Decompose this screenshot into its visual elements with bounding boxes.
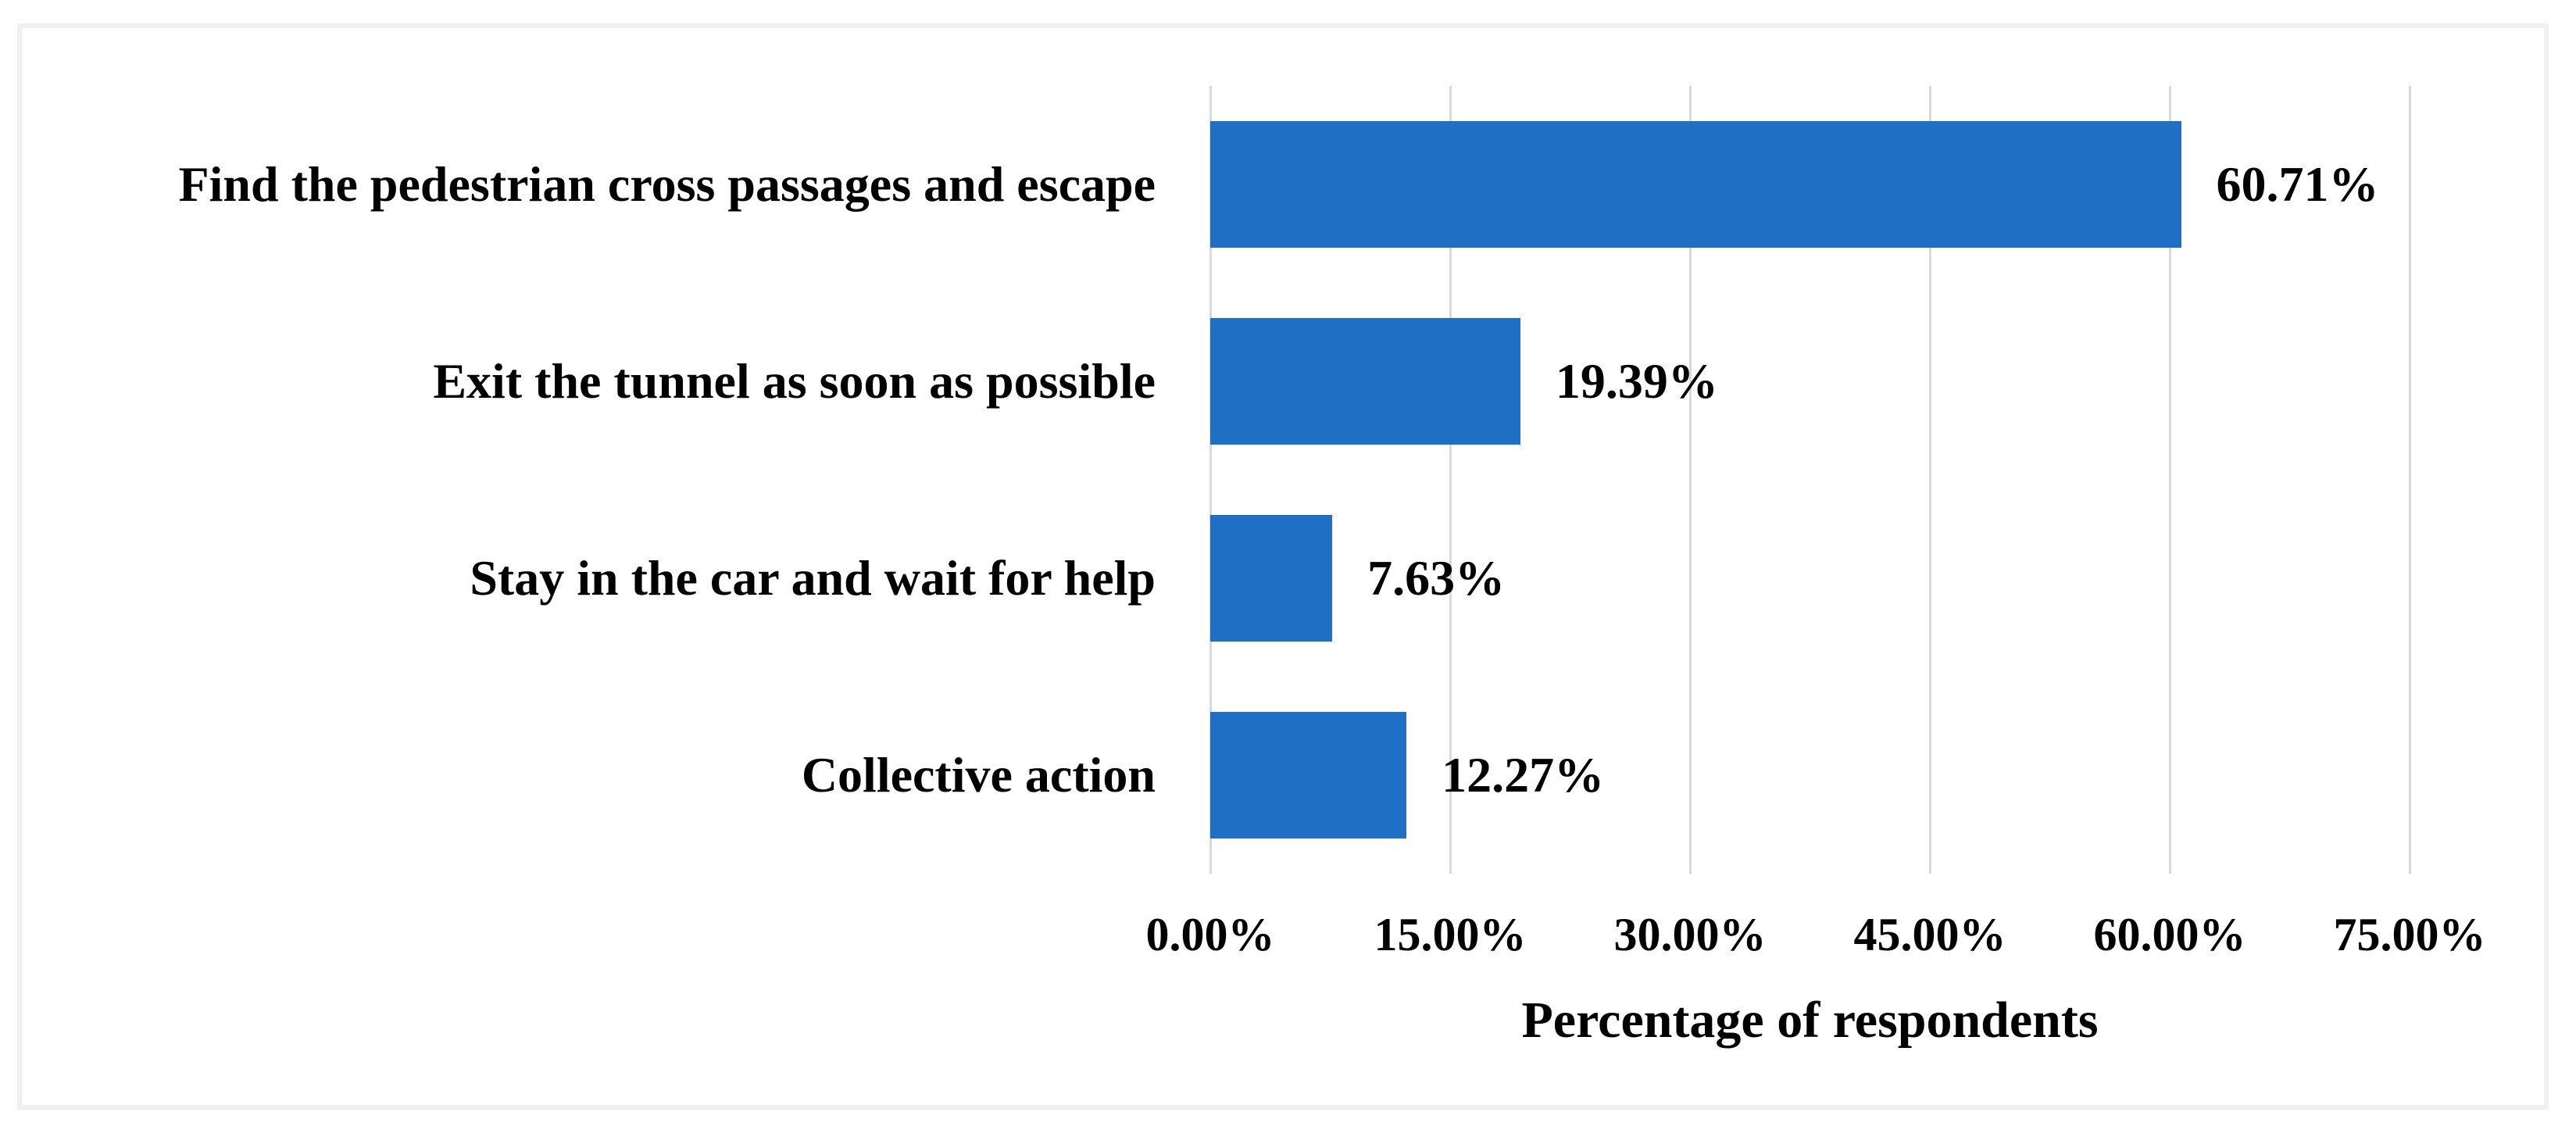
bar — [1210, 318, 1520, 445]
category-label: Exit the tunnel as soon as possible — [433, 353, 1156, 409]
gridline-60 — [2169, 86, 2171, 874]
x-axis-ticks: 0.00% 15.00% 30.00% 45.00% 60.00% 75.00% — [1146, 908, 2486, 978]
bar-row: Exit the tunnel as soon as possible 19.3… — [22, 283, 2544, 480]
bar-track: 12.27% — [1210, 677, 2410, 874]
gridline-30 — [1689, 86, 1692, 874]
x-tick-label: 0.00% — [1145, 909, 1275, 960]
x-tick-label: 30.00% — [1613, 909, 1767, 960]
value-label: 7.63% — [1367, 550, 1506, 606]
x-tick-label: 75.00% — [2333, 909, 2486, 960]
x-tick-label: 45.00% — [1853, 909, 2006, 960]
bar-row: Find the pedestrian cross passages and e… — [22, 86, 2544, 283]
category-label: Find the pedestrian cross passages and e… — [178, 156, 1156, 212]
x-tick-label: 60.00% — [2093, 909, 2246, 960]
bar-row: Stay in the car and wait for help 7.63% — [22, 480, 2544, 677]
bar-track: 60.71% — [1210, 86, 2410, 283]
bar — [1210, 121, 2181, 248]
value-label: 60.71% — [2216, 156, 2379, 212]
bar-row: Collective action 12.27% — [22, 677, 2544, 874]
bar-track: 19.39% — [1210, 283, 2410, 480]
value-label: 19.39% — [1555, 353, 1718, 409]
bar — [1210, 515, 1333, 642]
x-tick-label: 15.00% — [1374, 909, 1527, 960]
gridline-0 — [1209, 86, 1212, 874]
category-label: Stay in the car and wait for help — [470, 550, 1156, 606]
gridline-75 — [2409, 86, 2411, 874]
category-label: Collective action — [801, 747, 1156, 803]
gridlines — [1209, 86, 2411, 874]
chart-card: Find the pedestrian cross passages and e… — [17, 23, 2549, 1110]
gridline-15 — [1449, 86, 1452, 874]
bar-chart: Find the pedestrian cross passages and e… — [22, 28, 2544, 1105]
x-axis-title: Percentage of respondents — [1521, 992, 2099, 1049]
bar — [1210, 712, 1407, 838]
bar-track: 7.63% — [1210, 480, 2410, 677]
value-label: 12.27% — [1442, 747, 1605, 803]
gridline-45 — [1929, 86, 1931, 874]
